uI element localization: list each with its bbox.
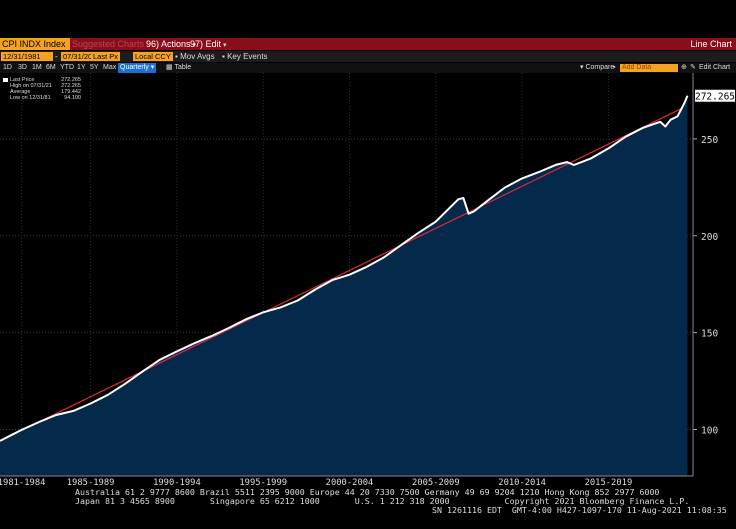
ticker-field[interactable]: CPI INDX Index (0, 38, 70, 50)
legend-swatch (3, 77, 8, 82)
timeframe-5y[interactable]: 5Y (90, 64, 99, 71)
add-data-separator: ▪ (613, 64, 616, 71)
actions-menu[interactable]: 96) Actions ▾ (146, 39, 197, 49)
legend-label: Last Price (10, 77, 35, 83)
y-tick-label: 100 (701, 426, 718, 437)
mov-avgs-label: Mov Avgs (180, 52, 215, 61)
timeframe-ytd[interactable]: YTD (60, 64, 74, 71)
table-label: Table (174, 64, 192, 71)
x-tick-label: 1981-1984 (0, 478, 45, 488)
legend-value: 272.265 (61, 77, 81, 83)
caret-down-icon: ▾ (223, 42, 227, 49)
timeframe-1m[interactable]: 1M (32, 64, 42, 71)
checkbox-icon: ▪ (222, 52, 225, 61)
series-area-last-price (0, 95, 688, 476)
last-value-label: 272.265 (695, 92, 735, 103)
legend-value: 179.442 (61, 89, 81, 95)
key-events-label: Key Events (227, 52, 268, 61)
footer-contacts-line1: Australia 61 2 9777 8600 Brazil 5511 239… (75, 487, 660, 497)
legend-label: Average (10, 89, 31, 95)
suggested-charts-label[interactable]: Suggested Charts (72, 39, 145, 49)
timeframe-bar: 1D 3D 1M 6M YTD 1Y 5Y Max Quarterly ▾ ▦ … (0, 63, 736, 73)
date-separator: - (55, 52, 58, 61)
timeframe-1d[interactable]: 1D (3, 64, 12, 71)
pencil-icon[interactable]: ✎ (690, 64, 696, 71)
y-tick-label: 250 (701, 135, 718, 146)
timeframe-3d[interactable]: 3D (18, 64, 27, 71)
params-bar: 12/31/1981 - 07/31/2021 Last Px Local CC… (0, 51, 736, 62)
edit-menu-label: Edit (205, 39, 222, 49)
last-value-badge (695, 89, 735, 102)
legend-row-last-price: Last Price 272.265 (3, 77, 81, 83)
start-date-field[interactable]: 12/31/1981 (1, 52, 53, 61)
end-date-field[interactable]: 07/31/2021 (61, 52, 113, 61)
series-line-red (0, 108, 682, 442)
timeframe-max[interactable]: Max (103, 64, 117, 71)
legend-value: 94.100 (64, 95, 81, 101)
edit-menu[interactable]: 97) Edit ▾ (190, 39, 227, 49)
table-toggle[interactable]: ▦ Table (166, 63, 191, 73)
x-tick-label: 1995-1999 (239, 478, 287, 488)
x-tick-label: 2005-2009 (412, 478, 460, 488)
x-tick-label: 1985-1989 (67, 478, 115, 488)
table-icon: ▦ (166, 64, 173, 71)
timeframe-1y[interactable]: 1Y (77, 64, 86, 71)
key-events-toggle[interactable]: ▪ Key Events (222, 51, 268, 62)
footer-contacts-line2: Japan 81 3 4565 8900 Singapore 65 6212 1… (75, 496, 690, 506)
series-line-last-price (0, 95, 689, 442)
caret-down-icon: ▾ (580, 64, 584, 71)
legend-label: Low on 12/31/81 (10, 95, 51, 101)
mov-avgs-toggle[interactable]: ▪ Mov Avgs (175, 51, 215, 62)
caret-down-icon: ▾ (192, 42, 197, 49)
period-label: Quarterly (120, 64, 149, 71)
top-toolbar: CPI INDX Index Suggested Charts 96) Acti… (0, 38, 736, 50)
caret-down-icon: ▾ (150, 64, 155, 71)
legend-label: High on 07/31/21 (10, 83, 52, 89)
compare-label: Compare (585, 64, 615, 71)
footer-session-info: SN 1261116 EDT GMT-4:00 H427-1097-170 11… (432, 505, 727, 515)
price-field-select[interactable]: Last Px (91, 52, 121, 61)
currency-select[interactable]: Local CCY (133, 52, 173, 61)
edit-chart-button[interactable]: Edit Chart (699, 64, 731, 71)
chart-legend: Last Price 272.265 High on 07/31/21 272.… (3, 77, 81, 101)
y-tick-label: 200 (701, 232, 718, 243)
y-tick-label: 150 (701, 329, 718, 340)
x-tick-label: 2000-2004 (326, 478, 374, 488)
footer: Australia 61 2 9777 8600 Brazil 5511 239… (0, 488, 736, 522)
legend-row-low: Low on 12/31/81 94.100 (3, 95, 81, 101)
checkbox-icon: ▪ (175, 52, 178, 61)
actions-menu-label: Actions (161, 39, 191, 49)
timeframe-6m[interactable]: 6M (46, 64, 56, 71)
edit-menu-number: 97 (190, 39, 201, 49)
chart-axes: 100 150 200 250 1981-1984 1985-1989 1990-1994 1… (0, 73, 735, 488)
legend-row-average: Average 179.442 (3, 89, 81, 95)
period-select[interactable]: Quarterly ▾ (118, 63, 157, 73)
chart-type-title: Line Chart (690, 39, 732, 49)
legend-value: 272.265 (61, 83, 81, 89)
add-data-field[interactable]: Add Data (620, 64, 678, 72)
compare-menu[interactable]: ▾ Compare (580, 63, 614, 73)
actions-menu-number: 96 (146, 39, 157, 49)
zoom-icon[interactable]: ⊕ (681, 64, 687, 71)
legend-row-high: High on 07/31/21 272.265 (3, 83, 81, 89)
x-tick-label: 2015-2019 (585, 478, 633, 488)
x-tick-label: 2010-2014 (498, 478, 546, 488)
x-tick-label: 1990-1994 (153, 478, 201, 488)
